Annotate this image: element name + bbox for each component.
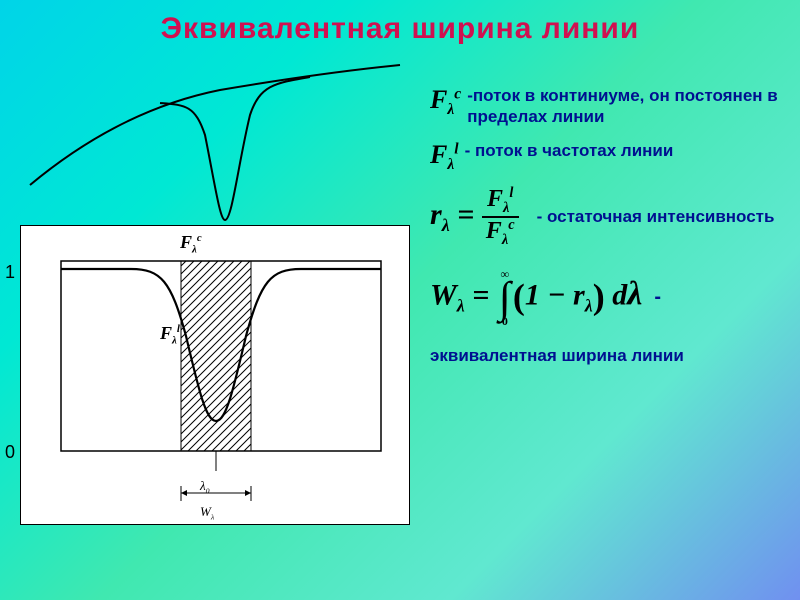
w-desc: эквивалентная ширина линии <box>430 345 800 366</box>
def-r: rλ = FλlFλc - остаточная интенсивность <box>430 186 800 248</box>
def-w-formula: Wλ = ∞∫0(1 − rλ) dλ - <box>430 268 800 327</box>
r-desc: - остаточная интенсивность <box>537 206 775 227</box>
diagram-w-lambda: Wλ <box>200 504 214 522</box>
r-formula: rλ = FλlFλc <box>430 186 519 248</box>
definitions-column: Fλc -поток в континиуме, он постоянен в … <box>430 85 800 366</box>
fc-symbol: Fλc <box>430 85 461 119</box>
equivalent-width-diagram <box>20 225 410 525</box>
diagram-lambda0: λ0 <box>200 478 210 496</box>
diagram-fl-label: Fλl <box>160 323 180 347</box>
fl-symbol: Fλl <box>430 140 459 174</box>
fl-desc: - поток в частотах линии <box>465 140 674 161</box>
w-formula: Wλ = ∞∫0(1 − rλ) dλ <box>430 268 642 327</box>
def-fl: Fλl - поток в частотах линии <box>430 140 800 174</box>
def-fc: Fλc -поток в континиуме, он постоянен в … <box>430 85 800 128</box>
axis-label-1: 1 <box>5 262 15 283</box>
w-dash: - <box>654 285 661 310</box>
axis-label-0: 0 <box>5 442 15 463</box>
diagram-fc-label: Fλc <box>180 232 202 256</box>
fc-desc: -поток в континиуме, он постоянен в пред… <box>467 85 800 128</box>
continuum-curve <box>20 55 410 230</box>
page-title: Эквивалентная ширина линии <box>0 0 800 46</box>
